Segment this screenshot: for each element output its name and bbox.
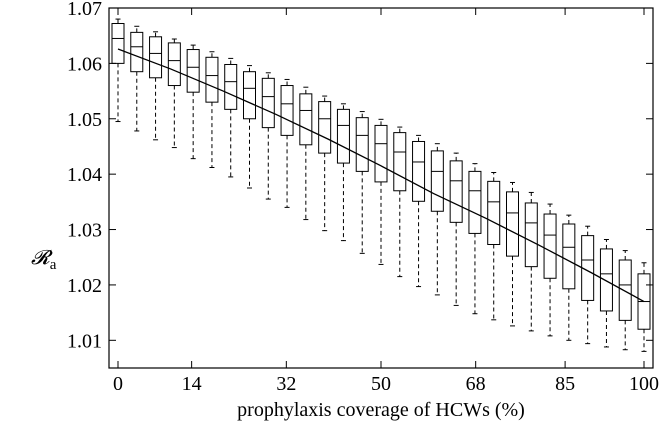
box-18 (450, 153, 462, 305)
box-iqr (206, 57, 218, 102)
x-axis-label: prophylaxis coverage of HCWs (%) (237, 399, 525, 421)
box-iqr (281, 86, 293, 136)
y-tick-label: 1.07 (67, 0, 102, 20)
box-19 (469, 164, 481, 314)
box-23 (544, 204, 556, 336)
box-iqr (244, 72, 256, 119)
box-24 (563, 215, 575, 340)
boxes-layer (112, 19, 650, 351)
y-axis-label: 𝓡a (31, 247, 57, 273)
y-tick-label: 1.02 (67, 275, 102, 297)
box-7 (244, 66, 256, 188)
box-iqr (337, 109, 349, 163)
box-iqr (619, 260, 631, 320)
box-17 (431, 144, 443, 295)
box-14 (375, 119, 387, 264)
box-iqr (356, 118, 368, 172)
box-iqr (450, 161, 462, 222)
box-iqr (413, 141, 425, 201)
box-iqr (600, 249, 612, 311)
box-27 (619, 251, 631, 350)
box-22 (525, 192, 537, 330)
y-tick-label: 1.04 (67, 164, 102, 186)
box-iqr (507, 192, 519, 256)
x-tick-label: 0 (113, 373, 123, 395)
box-iqr (469, 171, 481, 233)
box-iqr (319, 102, 331, 154)
x-tick-label: 100 (629, 373, 659, 395)
box-iqr (168, 43, 180, 86)
box-12 (337, 104, 349, 241)
box-iqr (431, 151, 443, 211)
box-13 (356, 112, 368, 254)
box-1 (131, 26, 143, 131)
box-4 (187, 45, 199, 159)
box-16 (413, 135, 425, 286)
y-tick-label: 1.01 (67, 330, 102, 352)
box-21 (507, 182, 519, 325)
box-iqr (375, 125, 387, 181)
box-iqr (488, 181, 500, 244)
box-10 (300, 87, 312, 219)
box-iqr (563, 224, 575, 289)
box-28 (638, 263, 650, 352)
box-11 (319, 96, 331, 231)
box-iqr (262, 78, 274, 127)
box-5 (206, 52, 218, 168)
box-iqr (131, 32, 143, 71)
box-iqr (112, 24, 124, 64)
box-iqr (187, 50, 199, 93)
box-iqr (525, 203, 537, 267)
box-iqr (150, 37, 162, 78)
box-iqr (394, 133, 406, 191)
box-26 (600, 240, 612, 347)
box-15 (394, 127, 406, 277)
box-20 (488, 172, 500, 319)
box-8 (262, 73, 274, 199)
y-axis-label-subscript: a (50, 257, 57, 273)
x-tick-label: 85 (555, 373, 575, 395)
x-tick-label: 68 (466, 373, 486, 395)
box-iqr (225, 64, 237, 109)
box-0 (112, 19, 124, 121)
y-tick-label: 1.06 (67, 53, 102, 75)
box-6 (225, 58, 237, 177)
box-3 (168, 39, 180, 148)
y-tick-label: 1.03 (67, 220, 102, 242)
x-tick-label: 14 (182, 373, 202, 395)
y-tick-label: 1.05 (67, 109, 102, 131)
x-tick-label: 50 (371, 373, 391, 395)
box-iqr (544, 214, 556, 278)
box-iqr (300, 94, 312, 145)
box-9 (281, 79, 293, 207)
x-tick-label: 32 (276, 373, 296, 395)
box-25 (582, 226, 594, 343)
box-2 (150, 32, 162, 140)
